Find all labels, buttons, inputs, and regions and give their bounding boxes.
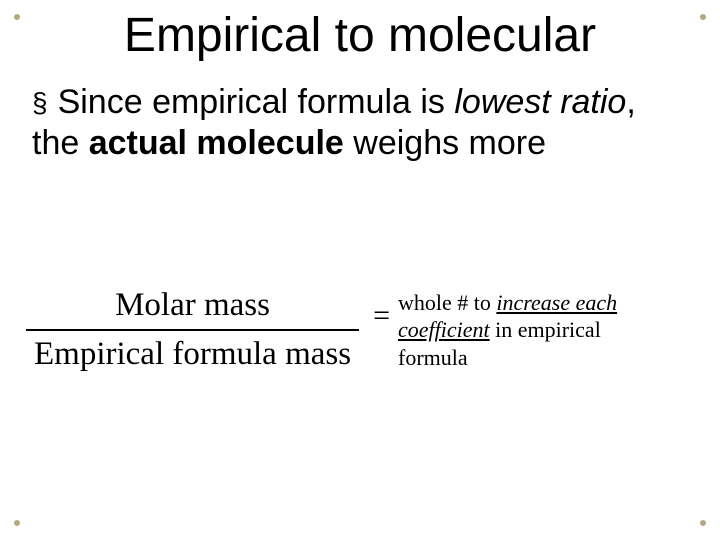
formula-result: whole # to increase each coefficient in … xyxy=(398,289,618,372)
corner-dot-bottom-left xyxy=(14,520,20,526)
text-plain-3: weighs more xyxy=(344,124,546,162)
equals-sign: = xyxy=(359,299,398,333)
text-plain-1: Since empirical formula is xyxy=(58,83,455,121)
text-actual-molecule: actual molecule xyxy=(89,124,344,162)
corner-dot-bottom-right xyxy=(700,520,706,526)
fraction: Molar mass Empirical formula mass xyxy=(26,284,359,376)
fraction-denominator: Empirical formula mass xyxy=(26,331,359,376)
rhs-plain-1: whole # to xyxy=(398,290,496,315)
text-lowest-ratio: lowest ratio xyxy=(454,83,626,121)
bullet-text: Since empirical formula is lowest ratio,… xyxy=(32,83,636,162)
formula-row: Molar mass Empirical formula mass = whol… xyxy=(26,284,696,376)
fraction-numerator: Molar mass xyxy=(26,284,359,331)
bullet-marker: § xyxy=(32,86,48,120)
slide-title: Empirical to molecular xyxy=(0,8,720,63)
slide: Empirical to molecular §Since empirical … xyxy=(0,0,720,540)
bullet-block: §Since empirical formula is lowest ratio… xyxy=(32,82,672,165)
